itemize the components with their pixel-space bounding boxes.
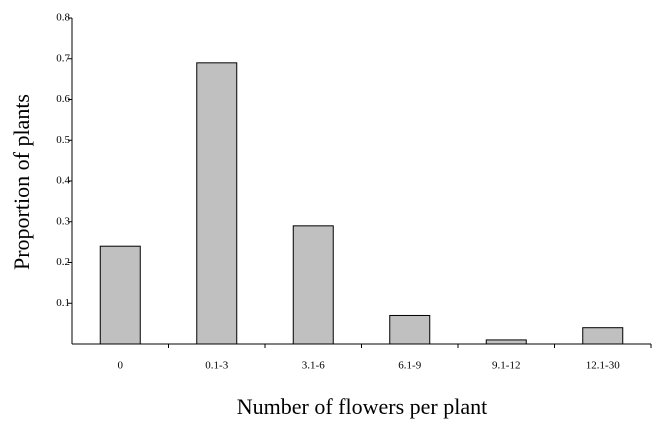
x-axis-title: Number of flowers per plant [237,394,487,419]
y-tick-label: 0.1 [56,297,70,309]
y-tick-label: 0.8 [56,12,70,24]
y-axis-title: Proportion of plants [9,94,34,270]
x-tick-label: 12.1-30 [586,360,620,372]
x-tick-label: 6.1-9 [398,360,421,372]
x-tick-label: 3.1-6 [302,360,325,372]
y-tick-label: 0.3 [56,215,70,227]
y-tick-label: 0.7 [56,52,70,64]
bar [292,225,334,345]
bar [99,245,141,345]
x-tick-label: 0 [118,360,124,372]
x-tick-label: 9.1-12 [492,360,520,372]
y-tick-label: 0.5 [56,134,70,146]
y-tick-label: 0.2 [56,256,70,268]
x-tick-label: 0.1-3 [205,360,228,372]
bar [196,62,238,345]
bar [389,314,431,345]
y-tick-label: 0.4 [56,175,70,187]
bar [582,327,624,345]
bar [485,339,527,345]
y-tick-label: 0.6 [56,93,70,105]
